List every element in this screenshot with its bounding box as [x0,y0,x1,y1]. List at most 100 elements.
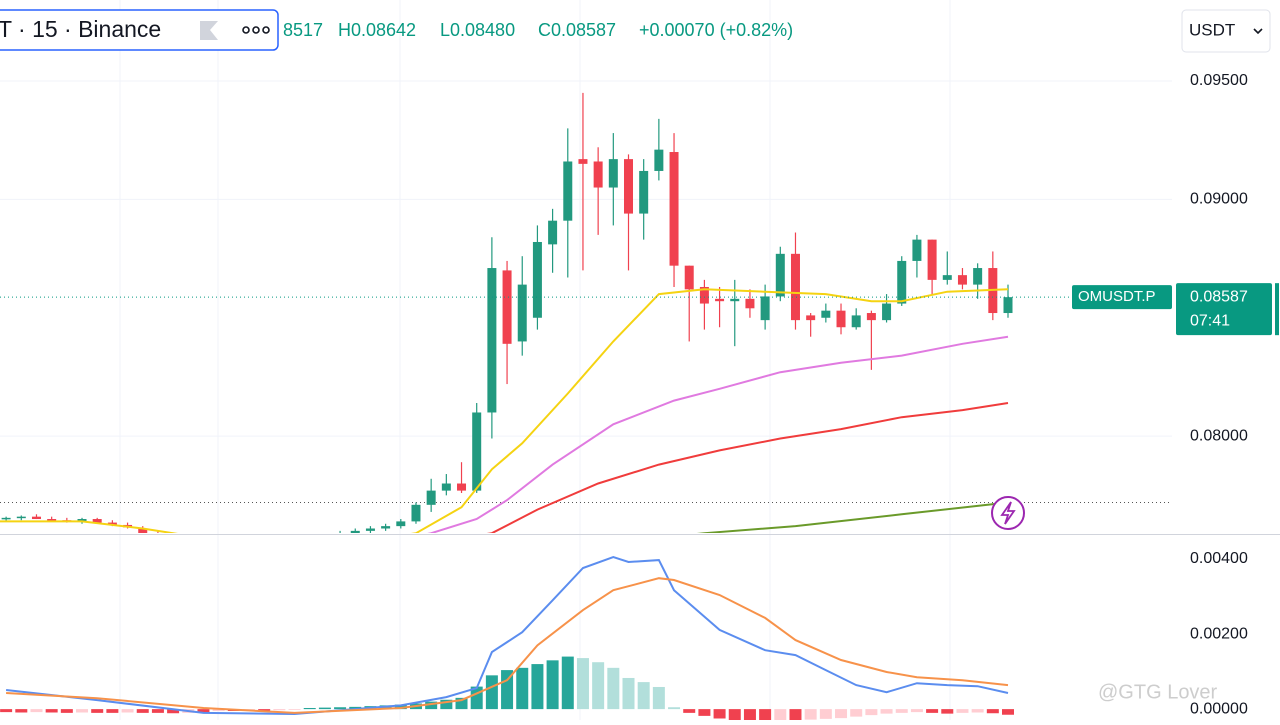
histogram-bar [0,709,13,713]
histogram-bar [318,707,331,710]
candle-body [245,543,254,545]
histogram-bar [652,686,665,710]
histogram-bar [668,707,681,710]
histogram-bar [1002,709,1014,715]
candle-body [775,253,785,297]
ohlc-open: 8517 [283,20,323,40]
candle-body [806,315,816,321]
candle-body [563,161,573,221]
ohlc-close: C0.08587 [538,20,616,40]
histogram-bar [865,709,878,716]
signal-line [6,577,1009,714]
histogram-bar [455,697,468,710]
candle-body [457,483,467,491]
histogram-bar [485,675,498,710]
histogram-bar [956,709,969,713]
histogram-bar [774,709,787,720]
histogram-bar [425,701,438,710]
candle-body [305,538,314,540]
histogram-bar [349,706,362,710]
candle-body [365,528,375,531]
histogram-bar [197,709,210,713]
candle-body [502,270,512,344]
chevron [1253,28,1263,35]
candle-body [169,538,178,543]
histogram-bar [167,709,180,714]
histogram-bar [789,709,802,720]
y-tick-label: 0.09000 [1190,191,1248,208]
y-tick-label: 0.00000 [1190,700,1248,717]
macd-line [5,556,1009,716]
candle-body [760,296,770,321]
symbol-label: OMUSDT.P [1078,288,1156,305]
candle-body [107,522,117,525]
histogram-bar [516,667,529,710]
candle-body [912,239,922,261]
histogram-bar [971,709,984,713]
candle-body [593,161,603,188]
candle-body [836,310,846,328]
candle-body [77,519,87,522]
candle-body [487,268,497,413]
countdown: 07:41 [1190,312,1230,329]
histogram-bar [121,709,134,713]
moving-average [486,402,1009,533]
candle-body [957,275,967,285]
candle-body [411,504,421,522]
candle-body [517,284,527,342]
y-tick-label: 0.08000 [1190,427,1248,444]
candle-body [47,519,57,521]
histogram-bar [106,709,119,713]
histogram-bar [819,709,832,719]
histogram-bar [986,709,999,714]
candle-body [275,540,284,542]
histogram-bar [258,709,271,711]
histogram-bar [76,709,89,713]
candle-body [942,275,952,280]
histogram-bar [440,699,453,710]
time-grid [119,0,951,720]
candle-body [897,260,907,304]
histogram-bar [501,670,514,710]
candle-body [290,540,299,542]
candle-body [882,303,892,321]
candle-body [350,530,360,533]
histogram-bar [713,709,726,719]
more-icon[interactable] [242,26,270,34]
flag-icon[interactable] [200,21,218,40]
candle-body [229,545,238,547]
candle-body [927,239,937,280]
candle-body [851,315,861,328]
candle-body [624,159,633,214]
histogram-bar [60,709,73,713]
candle-body [578,159,588,164]
watermark: @GTG Lover [1098,681,1218,703]
candle-body [684,265,694,290]
candle-body [153,533,162,538]
moving-average [427,335,1009,533]
candle-body [654,149,664,171]
candle-body [790,253,800,321]
candle-body [1,517,11,520]
alert-icon[interactable] [991,496,1025,530]
candle-body [31,516,41,520]
histogram-bar [926,709,939,713]
histogram-bar [45,709,58,713]
histogram-bar [895,709,908,713]
ohlc-high: H0.08642 [338,20,416,40]
histogram-bar [607,667,620,710]
moving-average [0,288,1009,533]
histogram-bar [698,709,711,716]
candle-body [441,483,451,491]
histogram-bar [212,709,225,711]
histogram-bar [303,707,316,710]
histogram-bar [531,664,544,710]
candle-body [548,220,558,245]
moving-average [696,501,1009,533]
histogram-bar [334,707,347,710]
histogram-bar [637,682,650,710]
currency-select[interactable] [1181,9,1271,53]
candle-body [396,521,406,527]
histogram-bar [91,709,104,713]
candle-body [381,526,391,529]
